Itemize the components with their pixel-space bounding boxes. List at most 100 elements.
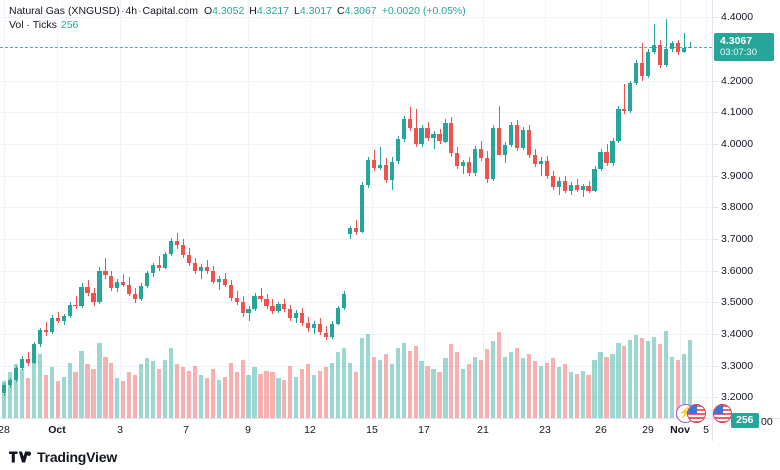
candle-wick: [415, 108, 417, 148]
volume-bar: [121, 381, 126, 418]
volume-bar: [43, 375, 48, 418]
time-axis[interactable]: 28 Oct 3 7 9 12 15 17 21 23 26 29 Nov 5: [0, 418, 712, 441]
candle-body: [180, 245, 186, 255]
candle-body: [461, 162, 466, 167]
volume-bar: [139, 364, 144, 418]
candle-wick: [200, 264, 202, 279]
candle-body: [526, 129, 532, 156]
volume-bar: [526, 353, 532, 418]
price-tick-dash: [713, 270, 718, 272]
volume-bar: [294, 376, 299, 418]
current-price-label[interactable]: 4.3067 03:07:30: [714, 33, 774, 61]
volume-bar: [419, 361, 424, 418]
volume-bar: [395, 347, 400, 418]
volume-bar: [180, 367, 186, 418]
volume-bar: [91, 368, 96, 418]
candle-wick: [433, 131, 435, 149]
candle-wick: [105, 258, 107, 279]
candle-body: [437, 133, 442, 142]
volume-bar: [306, 364, 311, 418]
volume-bar: [61, 376, 66, 418]
volume-bar: [1, 381, 7, 418]
candle-body: [622, 109, 627, 111]
candle-body: [37, 330, 42, 345]
candle-body: [628, 83, 633, 111]
volume-bar: [479, 359, 484, 418]
candle-body: [652, 45, 657, 52]
candle-body: [79, 286, 84, 307]
us-flag-icon[interactable]: [687, 404, 706, 423]
volume-bar: [628, 339, 633, 418]
volume-bar: [652, 336, 657, 418]
volume-bar: [675, 359, 681, 418]
volume-bar: [222, 376, 227, 418]
candle-body: [240, 301, 245, 314]
candle-wick: [45, 322, 47, 336]
us-flag-icon-2[interactable]: [713, 404, 732, 423]
candle-body: [168, 240, 174, 255]
price-tick-label: 3.9000: [721, 169, 754, 182]
candle-body: [550, 176, 555, 187]
gridline-v: [601, 0, 602, 418]
current-price-value: 4.3067: [720, 35, 753, 47]
price-tick-label: 3.4000: [721, 328, 754, 341]
candle-body: [246, 309, 251, 314]
volume-bar: [401, 342, 406, 418]
gridline-h: [0, 302, 712, 304]
gridline-v: [680, 0, 681, 418]
legend-symbol-row[interactable]: Natural Gas (XNGUSD)·4h·Capital.com O4.30…: [9, 5, 466, 18]
price-tick-dash: [713, 80, 718, 82]
candle-body: [216, 278, 221, 282]
volume-bar: [204, 378, 209, 418]
tradingview-attribution[interactable]: TradingView: [9, 449, 117, 465]
candle-body: [109, 275, 114, 289]
gridline-h: [0, 365, 712, 367]
candle-body: [49, 317, 54, 333]
exchange-label[interactable]: Capital.com: [142, 5, 198, 17]
candle-wick: [355, 220, 357, 236]
volume-bar: [538, 365, 543, 418]
gridline-h: [0, 334, 712, 336]
volume-bar: [646, 341, 651, 418]
candle-body: [431, 133, 436, 139]
volume-bar: [353, 372, 359, 418]
price-tick-dash: [713, 365, 718, 367]
time-tick-label: 12: [304, 424, 316, 436]
volume-bar: [359, 338, 365, 418]
legend-sep-1: ·: [120, 5, 125, 17]
price-axis[interactable]: 4.4000 4.2000 4.1000 4.0000 3.9000 3.8000 3.70…: [712, 0, 780, 418]
time-tick-label: Nov: [670, 424, 690, 436]
candle-body: [580, 185, 585, 190]
candle-body: [156, 265, 162, 268]
volume-bar: [252, 367, 257, 418]
candle-wick: [218, 275, 220, 290]
candle-body: [347, 228, 353, 235]
gridline-v: [57, 0, 58, 418]
volume-bar: [216, 379, 221, 418]
candle-body: [198, 266, 203, 272]
candle-body: [270, 305, 275, 312]
volume-bar: [156, 368, 162, 418]
time-tick-label: 9: [245, 424, 251, 436]
volume-legend-row[interactable]: Vol · Ticks 256: [9, 19, 466, 32]
candle-body: [282, 304, 287, 310]
flag-canton: [688, 405, 697, 414]
volume-bar: [413, 345, 418, 418]
interval-label[interactable]: 4h: [125, 5, 138, 17]
candle-body: [264, 299, 269, 306]
time-tick-label: Oct: [48, 424, 66, 436]
chart-pane[interactable]: [0, 0, 712, 418]
volume-bar: [658, 344, 663, 418]
symbol-name[interactable]: Natural Gas (XNGUSD): [9, 5, 120, 17]
volume-bar: [97, 342, 102, 418]
volume-bar: [79, 350, 84, 418]
candle-body: [389, 161, 394, 180]
candle-body: [497, 128, 502, 156]
candle-body: [532, 155, 538, 164]
volume-bar: [270, 372, 275, 418]
candle-body: [413, 128, 418, 145]
volume-bar: [604, 356, 609, 418]
volume-bar: [162, 359, 168, 418]
candle-wick: [27, 351, 29, 366]
candle-body: [449, 122, 454, 153]
